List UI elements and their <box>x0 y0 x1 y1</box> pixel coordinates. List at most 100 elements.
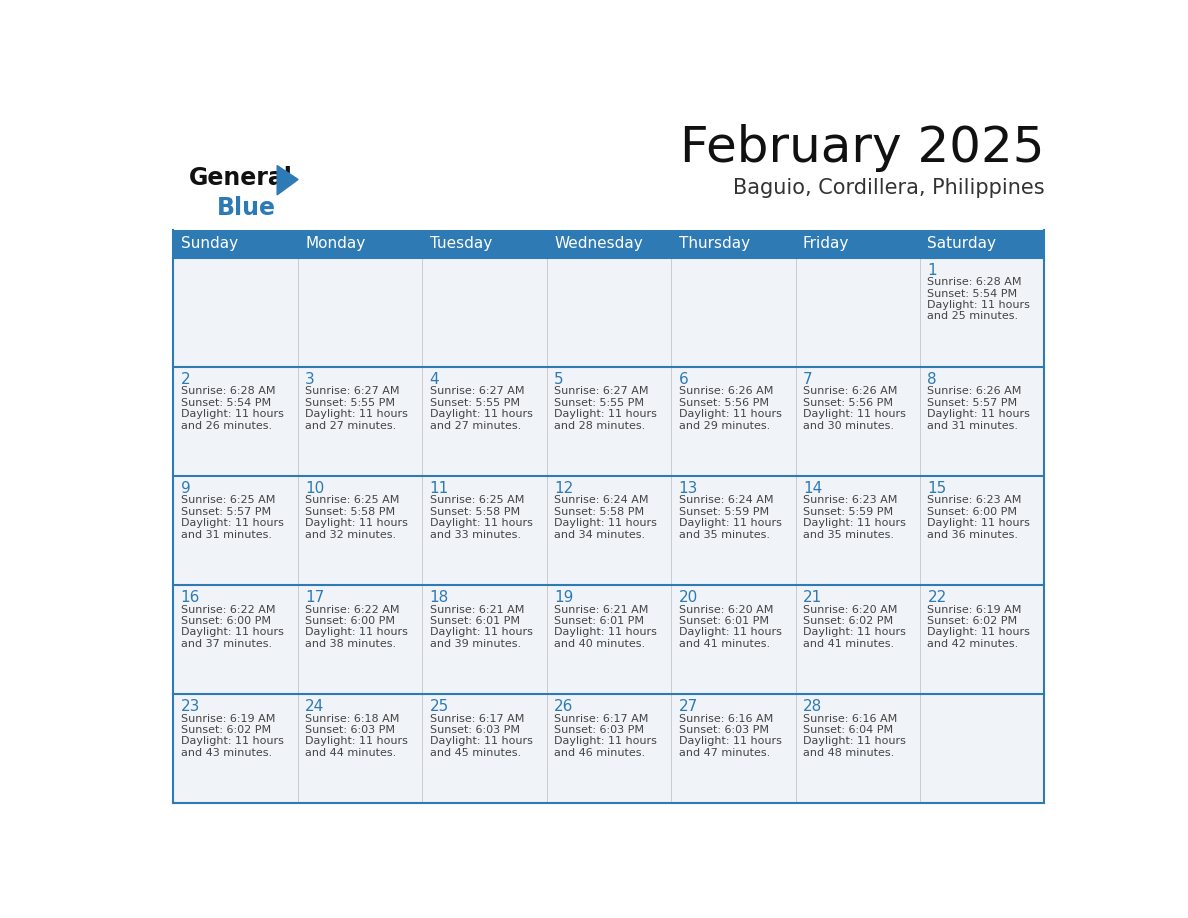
Text: Daylight: 11 hours: Daylight: 11 hours <box>430 736 532 746</box>
Text: and 39 minutes.: and 39 minutes. <box>430 639 520 649</box>
Text: Daylight: 11 hours: Daylight: 11 hours <box>305 409 409 420</box>
Bar <box>920 258 1044 366</box>
Text: 17: 17 <box>305 590 324 605</box>
Bar <box>920 585 1044 694</box>
Text: Sunset: 5:54 PM: Sunset: 5:54 PM <box>928 288 1018 298</box>
Text: Sunset: 5:59 PM: Sunset: 5:59 PM <box>678 507 769 517</box>
Text: 14: 14 <box>803 481 822 497</box>
Bar <box>422 366 546 476</box>
Text: and 42 minutes.: and 42 minutes. <box>928 639 1018 649</box>
Bar <box>671 585 796 694</box>
Text: Sunset: 6:00 PM: Sunset: 6:00 PM <box>928 507 1017 517</box>
Text: 8: 8 <box>928 372 937 387</box>
Bar <box>671 476 796 585</box>
Text: Sunrise: 6:26 AM: Sunrise: 6:26 AM <box>928 386 1022 397</box>
Bar <box>298 366 422 476</box>
Text: 28: 28 <box>803 700 822 714</box>
Text: Daylight: 11 hours: Daylight: 11 hours <box>678 409 782 420</box>
Text: 2: 2 <box>181 372 190 387</box>
Text: February 2025: February 2025 <box>680 124 1044 172</box>
Text: Daylight: 11 hours: Daylight: 11 hours <box>181 519 284 528</box>
Text: and 27 minutes.: and 27 minutes. <box>305 420 397 431</box>
Text: 4: 4 <box>430 372 440 387</box>
Text: Daylight: 11 hours: Daylight: 11 hours <box>803 519 906 528</box>
Bar <box>671 230 796 258</box>
Text: 15: 15 <box>928 481 947 497</box>
Text: Sunrise: 6:25 AM: Sunrise: 6:25 AM <box>181 496 276 506</box>
Text: Daylight: 11 hours: Daylight: 11 hours <box>928 627 1030 637</box>
Text: 3: 3 <box>305 372 315 387</box>
Text: Sunset: 6:01 PM: Sunset: 6:01 PM <box>678 616 769 626</box>
Text: 27: 27 <box>678 700 697 714</box>
Text: Sunrise: 6:18 AM: Sunrise: 6:18 AM <box>305 713 399 723</box>
Text: Sunset: 5:55 PM: Sunset: 5:55 PM <box>305 397 396 408</box>
Text: Sunrise: 6:27 AM: Sunrise: 6:27 AM <box>305 386 399 397</box>
Text: and 30 minutes.: and 30 minutes. <box>803 420 895 431</box>
Text: Sunrise: 6:16 AM: Sunrise: 6:16 AM <box>803 713 897 723</box>
Text: 16: 16 <box>181 590 200 605</box>
Text: and 31 minutes.: and 31 minutes. <box>928 420 1018 431</box>
Text: Sunset: 5:56 PM: Sunset: 5:56 PM <box>803 397 893 408</box>
Text: Daylight: 11 hours: Daylight: 11 hours <box>305 627 409 637</box>
Polygon shape <box>277 165 298 195</box>
Text: 9: 9 <box>181 481 190 497</box>
Bar <box>422 585 546 694</box>
Text: 13: 13 <box>678 481 697 497</box>
Bar <box>796 476 920 585</box>
Bar <box>671 258 796 366</box>
Text: 5: 5 <box>554 372 564 387</box>
Text: Sunset: 5:58 PM: Sunset: 5:58 PM <box>305 507 396 517</box>
Text: Sunrise: 6:24 AM: Sunrise: 6:24 AM <box>554 496 649 506</box>
Text: Sunrise: 6:20 AM: Sunrise: 6:20 AM <box>678 605 773 614</box>
Bar <box>422 258 546 366</box>
Text: Daylight: 11 hours: Daylight: 11 hours <box>678 627 782 637</box>
Text: Sunset: 6:00 PM: Sunset: 6:00 PM <box>181 616 271 626</box>
Text: Daylight: 11 hours: Daylight: 11 hours <box>803 627 906 637</box>
Text: Sunrise: 6:22 AM: Sunrise: 6:22 AM <box>305 605 399 614</box>
Text: Sunrise: 6:21 AM: Sunrise: 6:21 AM <box>554 605 649 614</box>
Text: 6: 6 <box>678 372 688 387</box>
Text: Sunrise: 6:16 AM: Sunrise: 6:16 AM <box>678 713 772 723</box>
Text: 18: 18 <box>430 590 449 605</box>
Bar <box>671 366 796 476</box>
Text: Sunset: 6:03 PM: Sunset: 6:03 PM <box>430 725 519 735</box>
Text: Sunset: 5:57 PM: Sunset: 5:57 PM <box>928 397 1018 408</box>
Text: and 41 minutes.: and 41 minutes. <box>803 639 895 649</box>
Bar <box>546 366 671 476</box>
Bar <box>796 694 920 803</box>
Text: Sunset: 6:02 PM: Sunset: 6:02 PM <box>803 616 893 626</box>
Text: and 37 minutes.: and 37 minutes. <box>181 639 272 649</box>
Text: Sunrise: 6:27 AM: Sunrise: 6:27 AM <box>430 386 524 397</box>
Text: and 44 minutes.: and 44 minutes. <box>305 748 397 758</box>
Text: Sunset: 6:01 PM: Sunset: 6:01 PM <box>554 616 644 626</box>
Text: Sunset: 5:58 PM: Sunset: 5:58 PM <box>430 507 520 517</box>
Text: and 48 minutes.: and 48 minutes. <box>803 748 895 758</box>
Bar <box>546 258 671 366</box>
Text: Daylight: 11 hours: Daylight: 11 hours <box>430 519 532 528</box>
Text: and 33 minutes.: and 33 minutes. <box>430 530 520 540</box>
Text: and 34 minutes.: and 34 minutes. <box>554 530 645 540</box>
Text: 19: 19 <box>554 590 574 605</box>
Bar <box>422 476 546 585</box>
Text: and 28 minutes.: and 28 minutes. <box>554 420 645 431</box>
Bar <box>546 476 671 585</box>
Text: and 36 minutes.: and 36 minutes. <box>928 530 1018 540</box>
Text: Sunset: 6:03 PM: Sunset: 6:03 PM <box>678 725 769 735</box>
Text: Sunrise: 6:25 AM: Sunrise: 6:25 AM <box>305 496 399 506</box>
Bar <box>796 230 920 258</box>
Text: and 31 minutes.: and 31 minutes. <box>181 530 272 540</box>
Text: 10: 10 <box>305 481 324 497</box>
Bar <box>920 694 1044 803</box>
Text: Sunset: 5:58 PM: Sunset: 5:58 PM <box>554 507 644 517</box>
Bar <box>920 476 1044 585</box>
Text: Daylight: 11 hours: Daylight: 11 hours <box>430 627 532 637</box>
Text: Sunset: 5:55 PM: Sunset: 5:55 PM <box>430 397 519 408</box>
Text: 7: 7 <box>803 372 813 387</box>
Text: Sunrise: 6:26 AM: Sunrise: 6:26 AM <box>678 386 773 397</box>
Text: and 26 minutes.: and 26 minutes. <box>181 420 272 431</box>
Text: Daylight: 11 hours: Daylight: 11 hours <box>554 409 657 420</box>
Bar <box>173 585 298 694</box>
Text: 11: 11 <box>430 481 449 497</box>
Text: and 46 minutes.: and 46 minutes. <box>554 748 645 758</box>
Text: Friday: Friday <box>803 236 849 251</box>
